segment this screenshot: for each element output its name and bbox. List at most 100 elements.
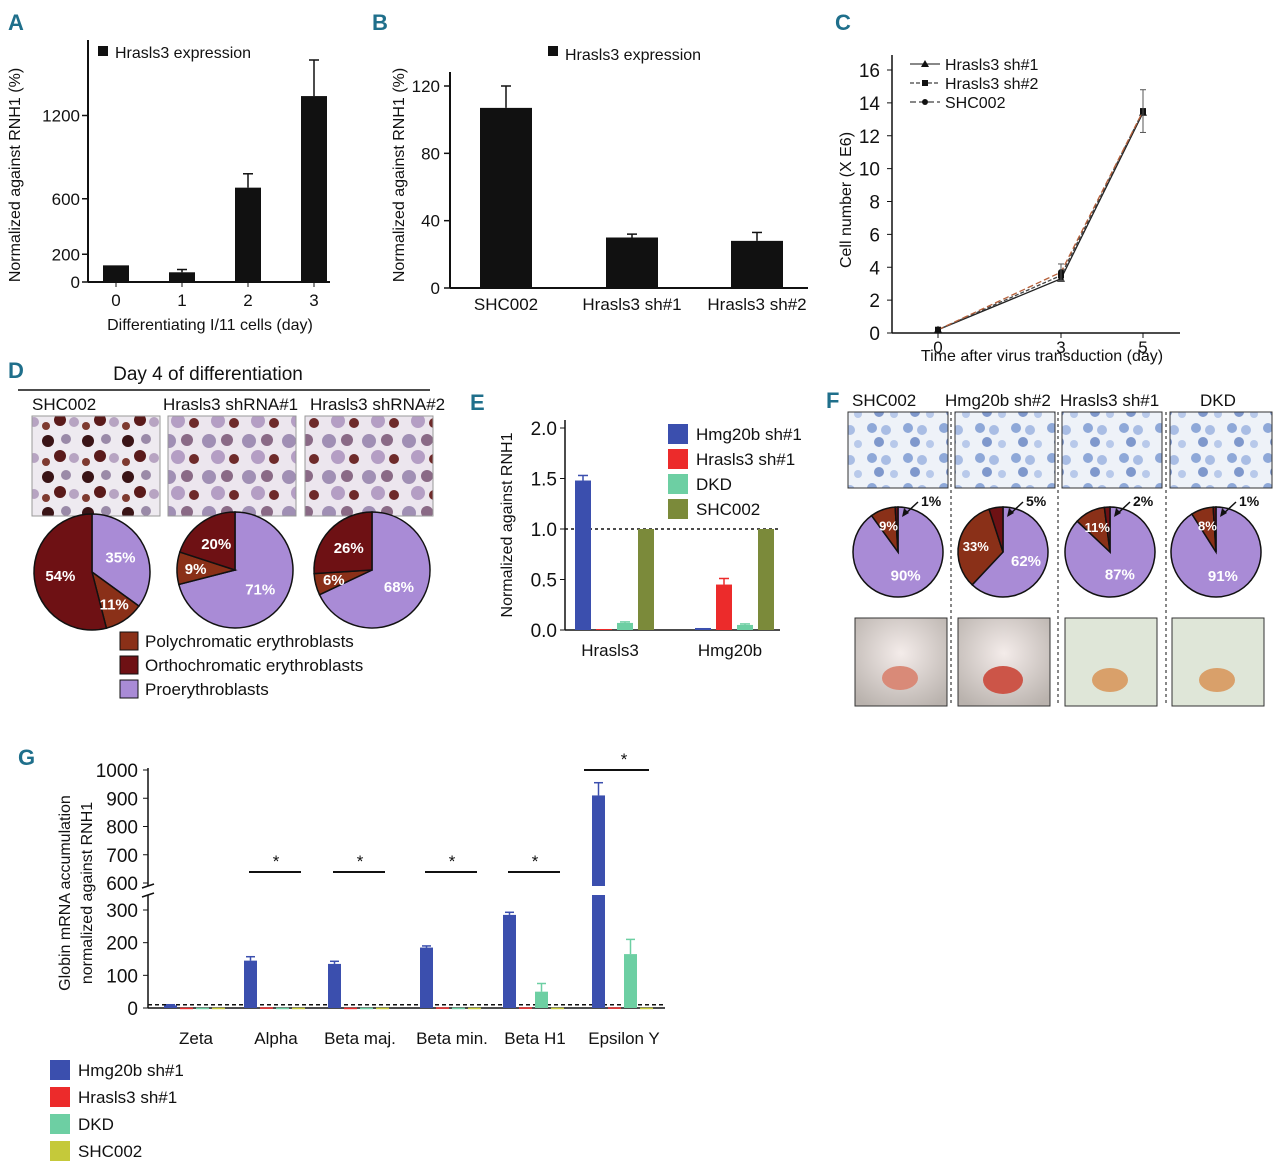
y-tick-label: 2 bbox=[869, 291, 880, 312]
x-tick-label: 2 bbox=[243, 291, 252, 310]
legend-swatch bbox=[50, 1060, 70, 1080]
y-tick-label: 1200 bbox=[42, 107, 80, 126]
panel-d-title: Day 4 of differentiation bbox=[113, 364, 303, 385]
panel-f-col-label: DKD bbox=[1200, 391, 1236, 410]
pie-label-ortho: 26% bbox=[334, 540, 364, 557]
panel-b-legend: Hrasls3 expression bbox=[565, 47, 701, 64]
bar bbox=[535, 991, 548, 1008]
bar bbox=[551, 1007, 564, 1010]
bar bbox=[640, 1007, 653, 1010]
panel-a-chart: 0 200 600 1200 0 1 2 3 Hrasls3 expression Diffe… bbox=[7, 40, 330, 334]
pie-slice-ortho bbox=[1212, 506, 1217, 553]
panel-d-col-label: Hrasls3 shRNA#2 bbox=[310, 395, 445, 414]
panel-label-f: F bbox=[826, 388, 839, 413]
pie-label-ortho: 2% bbox=[1133, 493, 1154, 509]
micrograph-shc002 bbox=[31, 415, 161, 517]
micrograph-f-hrasls3 bbox=[1061, 411, 1163, 489]
panel-b-ylabel: Normalized against RNH1 (%) bbox=[391, 68, 408, 282]
bar bbox=[212, 1007, 225, 1010]
pie-label-ortho: 54% bbox=[45, 568, 75, 585]
y-tick-label: 1000 bbox=[96, 761, 138, 782]
panel-f-col-label: Hmg20b sh#2 bbox=[945, 391, 1051, 410]
pie-label-poly: 11% bbox=[1085, 520, 1111, 535]
legend-label: DKD bbox=[78, 1115, 114, 1134]
legend-marker bbox=[922, 99, 928, 105]
panel-d: Day 4 of differentiation SHC002 Hrasls3 … bbox=[18, 364, 445, 699]
x-tick-label: Beta maj. bbox=[324, 1029, 396, 1048]
legend-swatch bbox=[119, 679, 139, 699]
cell-pellet bbox=[882, 666, 918, 690]
micrograph-f-shc002 bbox=[847, 411, 949, 489]
y-tick-label: 0 bbox=[71, 273, 80, 292]
panel-label-c: C bbox=[835, 10, 851, 35]
legend-label: Hmg20b sh#1 bbox=[78, 1061, 184, 1080]
significance-star: * bbox=[449, 852, 456, 871]
bar bbox=[103, 265, 129, 282]
bar bbox=[164, 1005, 177, 1008]
panel-a-ylabel: Normalized against RNH1 (%) bbox=[7, 68, 24, 282]
legend-label: Orthochromatic erythroblasts bbox=[145, 656, 363, 675]
panel-f-tubes bbox=[854, 617, 1265, 707]
panel-d-col-label: Hrasls3 shRNA#1 bbox=[163, 395, 298, 414]
panel-f-dividers bbox=[950, 412, 1167, 705]
legend-swatch bbox=[50, 1141, 70, 1161]
series-line bbox=[937, 110, 1144, 331]
y-tick-label: 4 bbox=[869, 258, 880, 279]
bar bbox=[737, 624, 753, 630]
pie-label-ortho: 1% bbox=[921, 493, 942, 509]
bar bbox=[716, 584, 732, 630]
legend-marker bbox=[921, 60, 929, 67]
legend-swatch bbox=[668, 499, 688, 519]
x-tick-label: 0 bbox=[111, 291, 120, 310]
legend-swatch bbox=[668, 449, 688, 469]
x-tick-label: Alpha bbox=[254, 1029, 298, 1048]
legend-label: Hrasls3 sh#2 bbox=[945, 76, 1038, 93]
legend-label: Proerythroblasts bbox=[145, 680, 269, 699]
pie-label-pro: 35% bbox=[105, 550, 135, 567]
panel-g-ylabel-line1: Globin mRNA accumulation bbox=[57, 795, 74, 991]
y-tick-label: 200 bbox=[106, 934, 138, 955]
legend-swatch bbox=[668, 424, 688, 444]
panel-e-chart: 0.0 0.5 1.0 1.5 2.0 Hrasls3 Hmg20b Hmg20b sh#1… bbox=[499, 419, 802, 660]
bar bbox=[360, 1007, 373, 1010]
panel-a-legend-swatch bbox=[98, 46, 108, 56]
legend-label: SHC002 bbox=[696, 500, 760, 519]
significance-star: * bbox=[532, 852, 539, 871]
y-tick-label: 1.0 bbox=[531, 520, 557, 541]
bar-upper bbox=[592, 795, 605, 886]
bar bbox=[328, 963, 341, 1008]
y-tick-label: 800 bbox=[106, 818, 138, 839]
x-tick-label: 3 bbox=[309, 291, 318, 310]
legend-swatch bbox=[50, 1087, 70, 1107]
x-tick-label: Beta H1 bbox=[504, 1029, 565, 1048]
panel-f-col-label: Hrasls3 sh#1 bbox=[1060, 391, 1159, 410]
panel-e-ylabel: Normalized against RNH1 bbox=[499, 432, 516, 617]
x-tick-label: Epsilon Y bbox=[588, 1029, 660, 1048]
legend-label: Hmg20b sh#1 bbox=[696, 425, 802, 444]
y-tick-label: 0 bbox=[127, 999, 138, 1020]
bar bbox=[301, 96, 327, 282]
panel-b-chart: 0 40 80 120 SHC002 Hrasls3 sh#1 Hrasls3 sh#2 H… bbox=[391, 46, 808, 314]
pie-slice-pro bbox=[91, 513, 151, 608]
arrow-head-icon bbox=[902, 508, 909, 517]
tube-photo bbox=[854, 617, 948, 707]
x-tick-label: 1 bbox=[177, 291, 186, 310]
legend-label: Hrasls3 sh#1 bbox=[696, 450, 795, 469]
micrograph-hrasls3-shrna2 bbox=[304, 415, 434, 517]
panel-d-col-label: SHC002 bbox=[32, 395, 96, 414]
panel-g-chart: 0 100 200 300 600 700 800 900 1000 Zeta Alpha * Beta… bbox=[50, 750, 665, 1161]
bar bbox=[503, 914, 516, 1008]
panel-label-a: A bbox=[8, 10, 24, 35]
micrograph-f-hmg20b bbox=[954, 411, 1056, 489]
x-tick-label: 3 bbox=[1056, 338, 1065, 357]
data-point bbox=[935, 326, 941, 333]
panel-label-d: D bbox=[8, 358, 24, 383]
bar bbox=[638, 529, 654, 630]
cell-pellet bbox=[1199, 668, 1235, 692]
bar bbox=[169, 272, 195, 282]
legend-label: Polychromatic erythroblasts bbox=[145, 632, 354, 651]
pie-label-poly: 6% bbox=[323, 572, 345, 589]
arrow-head-icon bbox=[1114, 508, 1121, 517]
bar bbox=[180, 1007, 193, 1010]
